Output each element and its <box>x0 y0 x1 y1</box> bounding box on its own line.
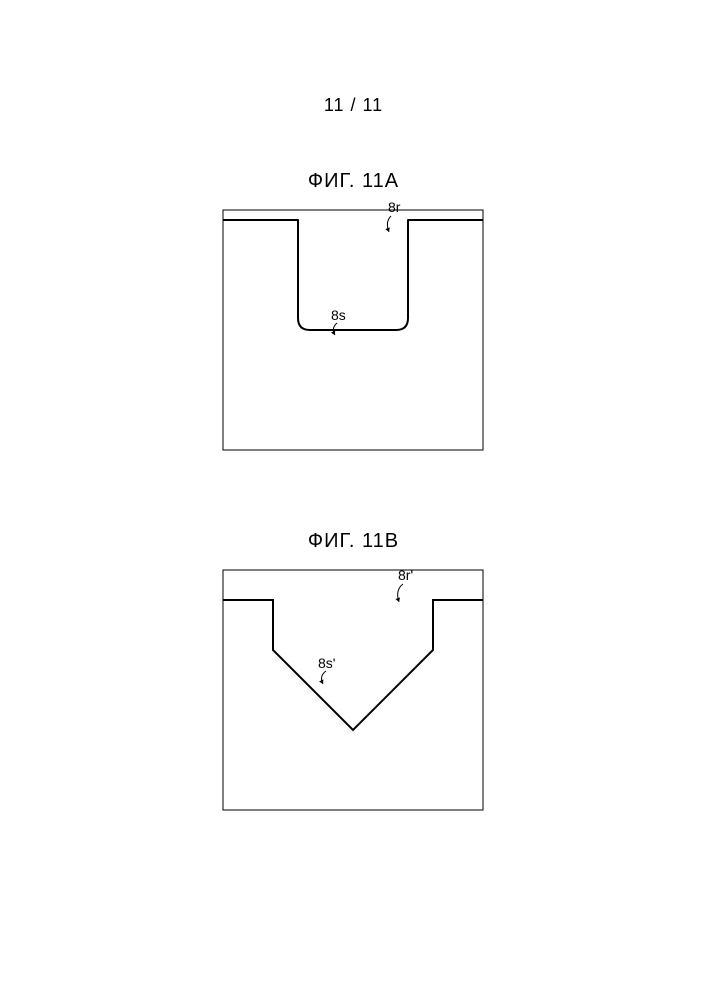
figure-11b-svg: 8r' 8s' <box>213 560 493 820</box>
figure-11b-label: ФИГ. 11B <box>0 530 707 553</box>
figure-11a-profile <box>223 220 483 330</box>
figure-11a-callout-8s-text: 8s <box>331 307 346 323</box>
figure-11b-callout-8s-prime-text: 8s' <box>318 655 335 671</box>
figure-11b-callout-8r-prime-text: 8r' <box>398 567 413 583</box>
figure-11b-profile <box>223 600 483 730</box>
figure-11b-frame <box>223 570 483 810</box>
patent-drawing-page: 11 / 11 ФИГ. 11A 8r 8s ФИГ. 11B 8r' 8s' <box>0 0 707 1000</box>
figure-11a-callout-8r-text: 8r <box>388 200 401 215</box>
figure-11a-label: ФИГ. 11A <box>0 170 707 193</box>
figure-11a-svg: 8r 8s <box>213 200 493 460</box>
page-number: 11 / 11 <box>0 95 707 116</box>
